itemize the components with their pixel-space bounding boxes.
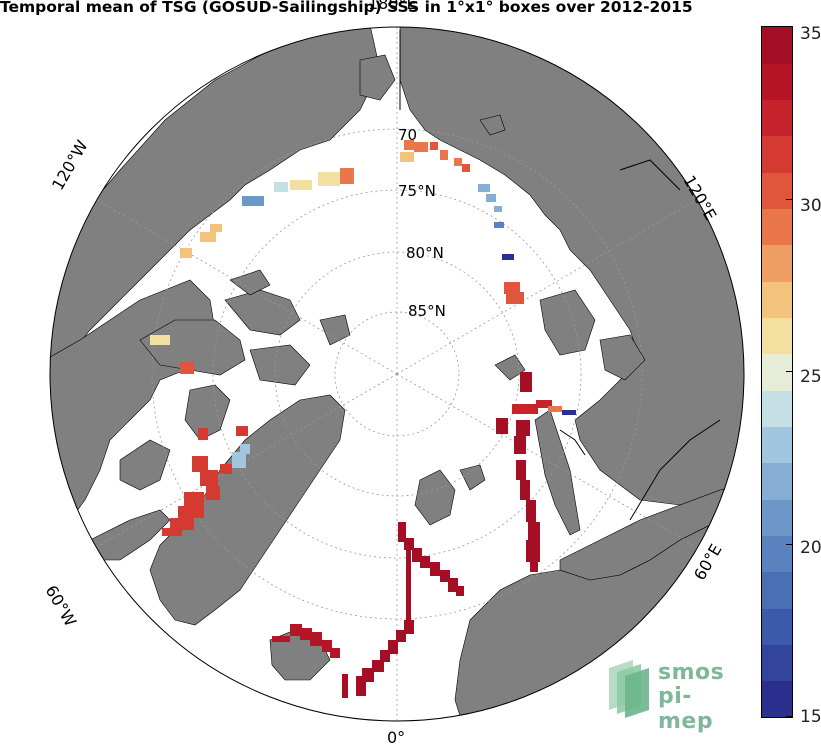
lat-70-label: 70 [398, 126, 418, 144]
colorbar-segment [762, 462, 792, 500]
colorbar-segment [762, 27, 792, 64]
colorbar-segment [762, 608, 792, 645]
lat-85-label: 85°N [408, 302, 446, 320]
colorbar-tickmark [786, 198, 793, 200]
colorbar-segment [762, 644, 792, 682]
lat-80-label: 80°N [406, 244, 444, 262]
logo-line1: smos [658, 660, 725, 685]
colorbar-segment [762, 172, 792, 210]
colorbar-tick-30: 30 [800, 196, 821, 216]
colorbar-tickmark [786, 716, 793, 717]
sss-tracks [150, 140, 576, 698]
colorbar-segment [762, 426, 792, 464]
lon-0-label: 0° [387, 728, 406, 747]
graticule [96, 27, 698, 721]
colorbar-segment [762, 281, 792, 319]
lat-75-label: 75°N [398, 182, 436, 200]
colorbar-tick-15: 15 [800, 707, 821, 727]
colorbar-segment [762, 208, 792, 246]
lon-180-label: 180°E [368, 0, 417, 13]
colorbar-segment [762, 571, 792, 609]
colorbar [761, 26, 793, 718]
colorbar-segment [762, 390, 792, 427]
colorbar-segment [762, 680, 792, 717]
logo-mark-icon [609, 660, 649, 718]
colorbar-segment [762, 535, 792, 573]
map-title: Temporal mean of TSG (GOSUD-Sailingship)… [0, 0, 693, 16]
colorbar-tick-20: 20 [800, 538, 821, 558]
colorbar-tickmark [786, 26, 793, 27]
colorbar-segment [762, 499, 792, 536]
colorbar-segment [762, 353, 792, 391]
colorbar-segment [762, 135, 792, 173]
smos-pi-mep-logo: smos pi-mep [603, 658, 743, 734]
logo-line2: pi-mep [658, 684, 714, 734]
colorbar-segment [762, 244, 792, 282]
colorbar-segment [762, 63, 792, 101]
colorbar-tick-25: 25 [800, 367, 821, 387]
colorbar-segment [762, 317, 792, 355]
colorbar-tick-35: 35 [800, 24, 821, 44]
colorbar-segment [762, 99, 792, 137]
colorbar-tickmark [786, 543, 793, 545]
polar-map [49, 26, 745, 722]
coast-lines [399, 30, 721, 521]
colorbar-tickmark [786, 371, 793, 372]
